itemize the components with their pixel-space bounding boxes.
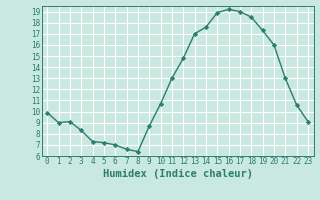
X-axis label: Humidex (Indice chaleur): Humidex (Indice chaleur) bbox=[103, 169, 252, 179]
